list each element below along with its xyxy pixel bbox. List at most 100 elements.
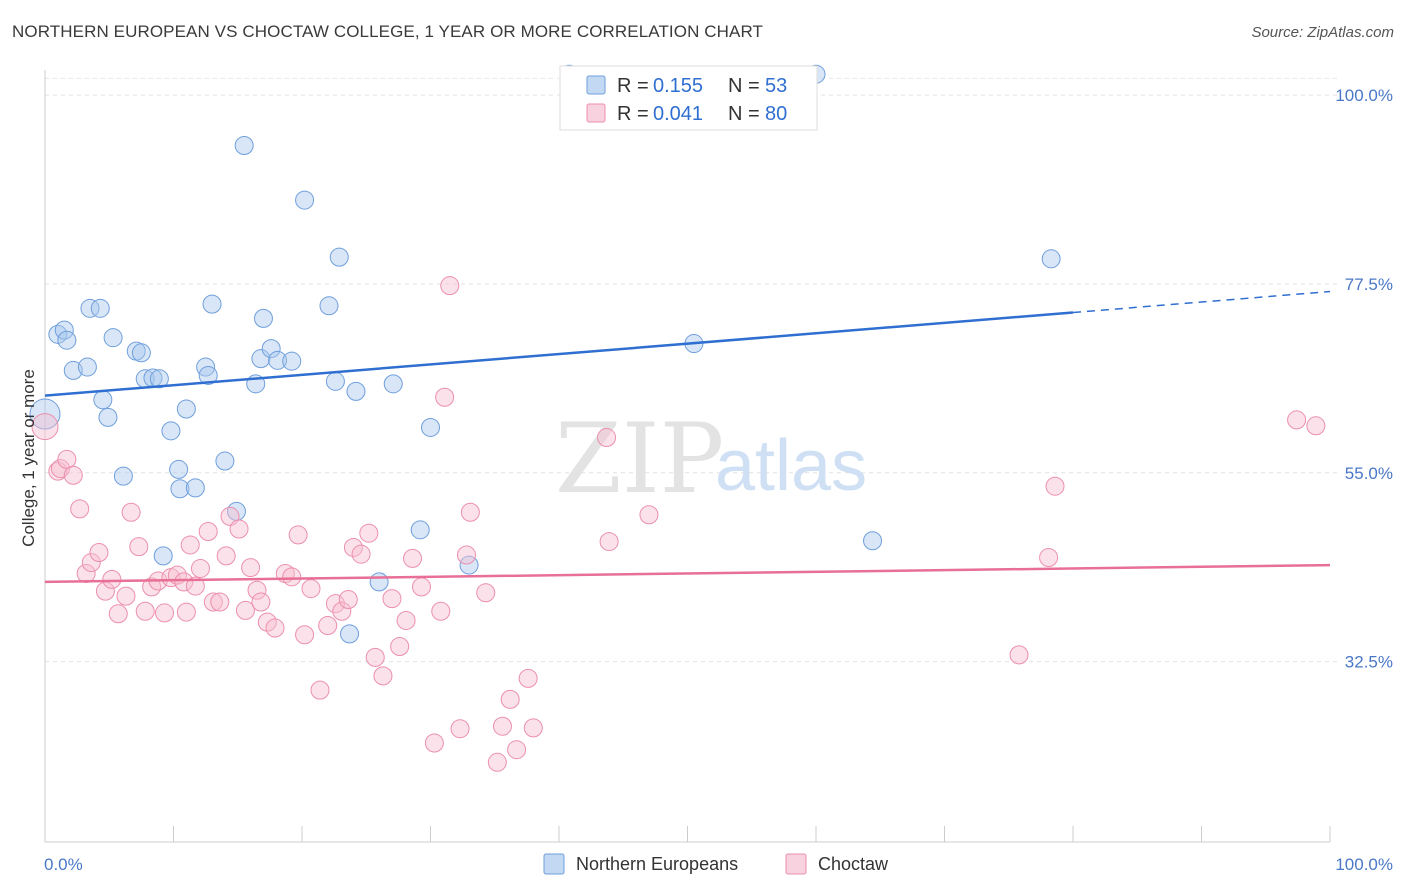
point-0-8 xyxy=(93,390,113,410)
point-1-76 xyxy=(1039,548,1059,568)
point-1-31 xyxy=(229,519,249,539)
trend-lines xyxy=(44,290,1331,584)
series-1-points xyxy=(31,276,1326,772)
point-1-8 xyxy=(89,543,109,562)
point-1-55 xyxy=(396,610,416,630)
point-1-7 xyxy=(81,553,101,573)
point-1-13 xyxy=(121,502,141,522)
point-1-0 xyxy=(31,413,59,441)
point-1-10 xyxy=(102,569,122,589)
point-0-50 xyxy=(1041,249,1061,269)
point-0-25 xyxy=(202,294,222,314)
source-label: Source: ZipAtlas.com xyxy=(1251,24,1394,41)
point-1-71 xyxy=(523,718,543,738)
point-1-70 xyxy=(518,668,538,688)
point-1-33 xyxy=(241,558,261,578)
series-legend: Northern Europeans Choctaw xyxy=(543,853,889,875)
point-0-31 xyxy=(253,308,273,328)
point-0-44 xyxy=(421,417,440,437)
point-0-38 xyxy=(329,247,349,267)
point-0-26 xyxy=(215,451,235,471)
point-1-3 xyxy=(57,449,77,469)
point-0-40 xyxy=(346,381,366,401)
point-0-17 xyxy=(153,546,173,566)
point-1-57 xyxy=(412,577,432,597)
point-1-41 xyxy=(295,625,315,645)
point-0-33 xyxy=(268,350,288,370)
point-1-64 xyxy=(460,502,480,522)
watermark-atlas: atlas xyxy=(715,426,867,506)
point-1-28 xyxy=(210,592,230,612)
point-0-10 xyxy=(103,328,123,348)
point-0-34 xyxy=(282,351,302,371)
point-1-79 xyxy=(1306,416,1326,436)
trend-line-1 xyxy=(44,563,1331,584)
point-0-11 xyxy=(113,466,133,486)
point-1-39 xyxy=(282,567,302,587)
legend-n-label-0: N = xyxy=(728,75,760,97)
point-0-41 xyxy=(369,572,389,592)
point-1-47 xyxy=(338,589,358,609)
point-1-43 xyxy=(310,680,330,700)
point-1-24 xyxy=(185,576,205,596)
point-1-56 xyxy=(403,548,423,568)
point-1-50 xyxy=(359,523,379,543)
x-tick-label-0: 0.0% xyxy=(44,855,83,874)
point-0-49 xyxy=(863,531,883,551)
point-0-28 xyxy=(234,136,254,156)
series-0-points xyxy=(29,64,1061,644)
chart-title: NORTHERN EUROPEAN VS CHOCTAW COLLEGE, 1 … xyxy=(12,22,764,41)
legend-swatch-northern-europeans xyxy=(586,75,606,95)
point-1-15 xyxy=(135,601,155,621)
point-0-13 xyxy=(131,343,151,363)
point-0-42 xyxy=(383,374,403,394)
watermark: ZIP atlas xyxy=(555,403,867,515)
point-1-63 xyxy=(456,545,476,565)
point-1-52 xyxy=(373,666,393,686)
bottom-legend-swatch-choctaw xyxy=(785,853,807,875)
point-1-12 xyxy=(116,586,136,606)
point-1-35 xyxy=(251,592,271,612)
point-1-49 xyxy=(351,544,371,564)
point-0-24 xyxy=(198,365,218,385)
point-0-20 xyxy=(170,479,190,499)
point-0-39 xyxy=(340,624,360,644)
y-axis-label: College, 1 year or more xyxy=(19,369,38,547)
point-1-40 xyxy=(288,525,308,545)
point-1-66 xyxy=(487,752,507,772)
point-1-29 xyxy=(216,546,236,566)
point-1-44 xyxy=(318,616,338,636)
point-1-69 xyxy=(507,740,527,760)
point-1-62 xyxy=(450,719,470,739)
point-1-42 xyxy=(301,579,321,599)
stats-legend: R = 0.155 N = 53 R = 0.041 N = 80 xyxy=(559,65,818,131)
point-1-67 xyxy=(492,716,512,736)
point-1-68 xyxy=(500,689,520,709)
legend-n-label-1: N = xyxy=(728,103,760,125)
legend-r-label-1: R = xyxy=(617,103,649,125)
point-1-21 xyxy=(174,572,194,592)
point-0-21 xyxy=(176,399,196,419)
point-0-36 xyxy=(319,296,339,316)
point-1-46 xyxy=(332,601,352,621)
point-1-14 xyxy=(129,537,149,557)
point-0-22 xyxy=(185,478,205,498)
legend-r-value-1: 0.041 xyxy=(653,103,703,125)
point-1-36 xyxy=(257,612,277,632)
point-1-53 xyxy=(382,589,402,609)
watermark-zip: ZIP xyxy=(555,403,724,515)
point-1-27 xyxy=(203,592,223,612)
point-1-58 xyxy=(424,733,444,753)
point-0-9 xyxy=(98,407,118,427)
point-0-16 xyxy=(149,369,169,389)
point-1-34 xyxy=(247,580,267,600)
point-1-51 xyxy=(365,647,385,667)
bottom-legend-choctaw: Choctaw xyxy=(818,854,889,874)
point-0-4 xyxy=(63,360,83,380)
trend-line-dashed-0 xyxy=(1072,290,1331,314)
x-tick-label-1: 100.0% xyxy=(1335,855,1393,874)
point-1-75 xyxy=(1009,645,1029,665)
legend-swatch-choctaw xyxy=(586,103,606,123)
point-1-45 xyxy=(325,594,345,614)
